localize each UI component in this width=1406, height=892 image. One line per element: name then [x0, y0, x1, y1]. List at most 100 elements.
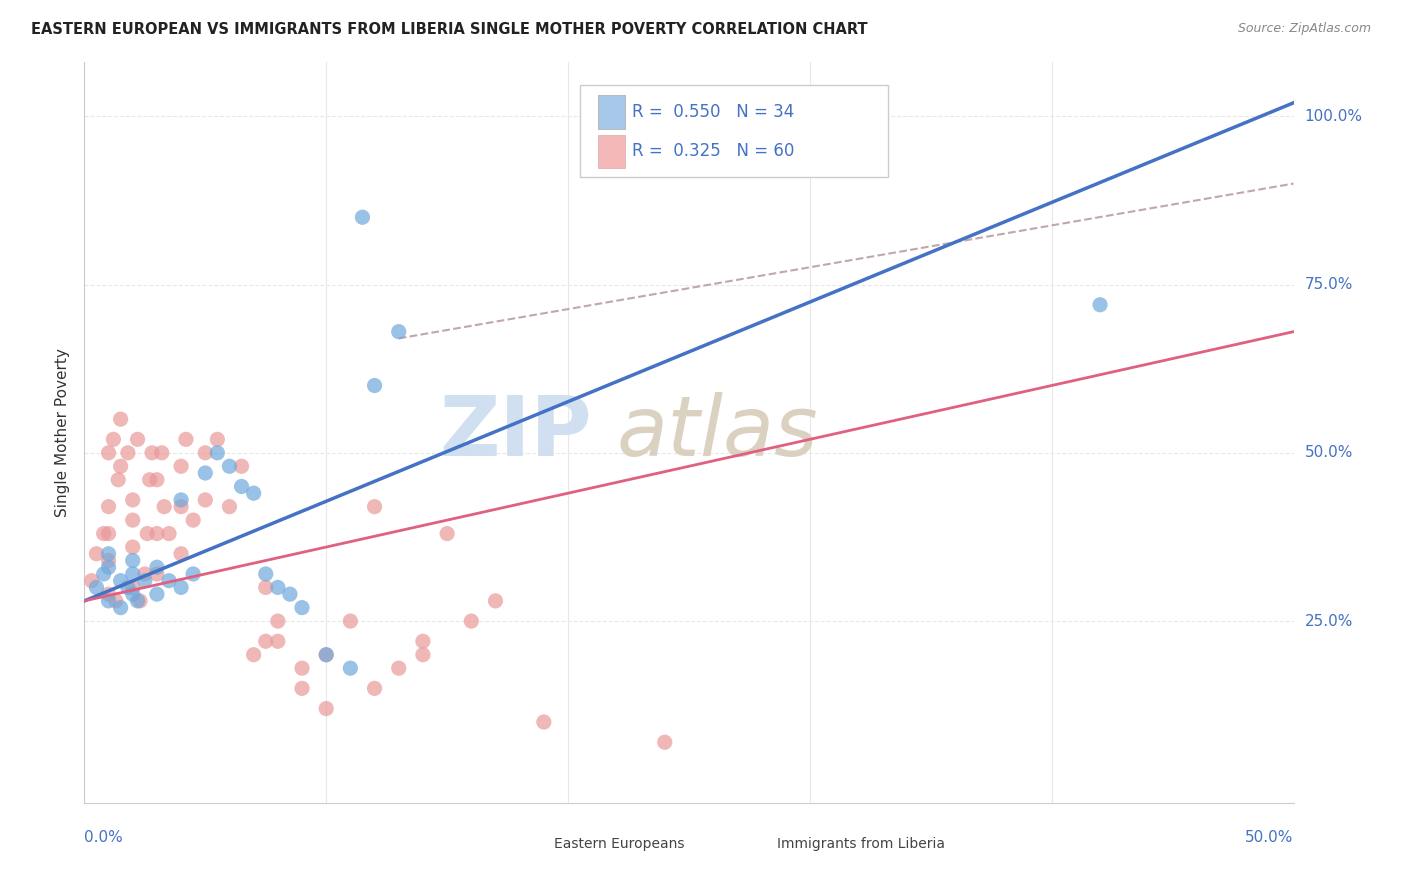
Point — [170, 500, 193, 514]
Point — [291, 661, 314, 675]
Point — [103, 433, 125, 447]
Point — [533, 714, 555, 729]
Text: atlas: atlas — [616, 392, 818, 473]
Point — [86, 581, 108, 595]
Point — [138, 473, 160, 487]
Text: Source: ZipAtlas.com: Source: ZipAtlas.com — [1237, 22, 1371, 36]
Point — [194, 446, 217, 460]
Point — [412, 648, 434, 662]
Point — [388, 661, 411, 675]
Point — [231, 459, 253, 474]
Point — [97, 526, 120, 541]
Point — [117, 446, 139, 460]
Point — [242, 648, 264, 662]
Text: 50.0%: 50.0% — [1246, 830, 1294, 845]
Point — [117, 581, 139, 595]
Point — [146, 587, 169, 601]
Point — [291, 600, 314, 615]
Point — [170, 459, 193, 474]
Point — [170, 547, 193, 561]
Point — [352, 211, 374, 225]
Point — [121, 492, 143, 507]
Point — [127, 433, 149, 447]
Point — [174, 433, 197, 447]
Point — [146, 473, 169, 487]
Point — [254, 566, 277, 581]
Point — [194, 492, 217, 507]
Point — [315, 701, 337, 715]
Point — [110, 412, 132, 426]
Point — [121, 587, 143, 601]
Point — [146, 526, 169, 541]
Text: 50.0%: 50.0% — [1305, 445, 1353, 460]
Point — [412, 634, 434, 648]
Point — [121, 540, 143, 554]
Point — [121, 566, 143, 581]
Point — [278, 587, 301, 601]
Point — [207, 446, 229, 460]
Point — [157, 526, 180, 541]
Point — [242, 486, 264, 500]
Point — [97, 547, 120, 561]
Point — [254, 581, 277, 595]
Point — [134, 574, 156, 588]
Text: R =  0.325   N = 60: R = 0.325 N = 60 — [633, 143, 794, 161]
Point — [339, 661, 361, 675]
Point — [181, 513, 204, 527]
Point — [97, 587, 120, 601]
Point — [97, 560, 120, 574]
Point — [436, 526, 458, 541]
Text: 0.0%: 0.0% — [84, 830, 124, 845]
Point — [129, 594, 152, 608]
Bar — [744, 830, 770, 856]
Text: 25.0%: 25.0% — [1305, 614, 1353, 629]
Point — [460, 614, 482, 628]
Text: Eastern Europeans: Eastern Europeans — [554, 837, 683, 850]
Point — [654, 735, 676, 749]
Point — [170, 492, 193, 507]
Point — [134, 566, 156, 581]
Point — [93, 566, 115, 581]
Point — [121, 553, 143, 567]
Point — [121, 581, 143, 595]
Point — [1088, 298, 1111, 312]
Point — [80, 574, 103, 588]
Text: R =  0.550   N = 34: R = 0.550 N = 34 — [633, 103, 794, 121]
Point — [97, 500, 120, 514]
Y-axis label: Single Mother Poverty: Single Mother Poverty — [55, 348, 70, 517]
Point — [93, 526, 115, 541]
Point — [97, 553, 120, 567]
Point — [141, 446, 163, 460]
Text: ZIP: ZIP — [440, 392, 592, 473]
Point — [104, 594, 127, 608]
Point — [121, 513, 143, 527]
Point — [231, 479, 253, 493]
Point — [315, 648, 337, 662]
Point — [194, 466, 217, 480]
Point — [146, 560, 169, 574]
Point — [339, 614, 361, 628]
Text: Immigrants from Liberia: Immigrants from Liberia — [778, 837, 945, 850]
Bar — [599, 95, 624, 128]
Point — [484, 594, 506, 608]
Point — [110, 600, 132, 615]
Point — [218, 459, 240, 474]
Text: 75.0%: 75.0% — [1305, 277, 1353, 292]
Point — [218, 500, 240, 514]
Point — [86, 547, 108, 561]
Point — [267, 614, 290, 628]
Point — [146, 566, 169, 581]
Point — [363, 500, 385, 514]
Point — [388, 325, 411, 339]
Point — [157, 574, 180, 588]
Point — [291, 681, 314, 696]
Point — [181, 566, 204, 581]
Point — [267, 634, 290, 648]
Point — [110, 459, 132, 474]
Point — [150, 446, 173, 460]
Point — [170, 581, 193, 595]
Point — [315, 648, 337, 662]
Bar — [520, 830, 547, 856]
Point — [110, 574, 132, 588]
Point — [254, 634, 277, 648]
